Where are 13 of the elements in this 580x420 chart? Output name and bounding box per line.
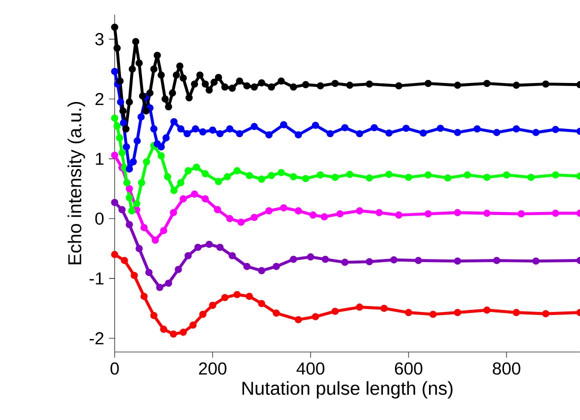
x-tick-label: 600	[394, 362, 422, 375]
y-tick-label: 1	[96, 152, 104, 165]
y-tick-label: -2	[90, 332, 104, 344]
x-tick-label: 800	[492, 362, 520, 375]
x-tick-label: 200	[199, 362, 226, 375]
x-tick-label: 400	[296, 362, 324, 375]
y-axis-title: Echo intensity (a.u.)	[68, 102, 86, 264]
y-tick-label: 3	[95, 33, 104, 46]
y-tick-label: 2	[96, 92, 104, 106]
x-axis-title: Nutation pulse length (ns)	[242, 381, 452, 399]
x-tick-label: 0	[110, 362, 119, 375]
y-tick-label: 0	[95, 212, 104, 225]
y-tick-label: -1	[90, 272, 104, 284]
